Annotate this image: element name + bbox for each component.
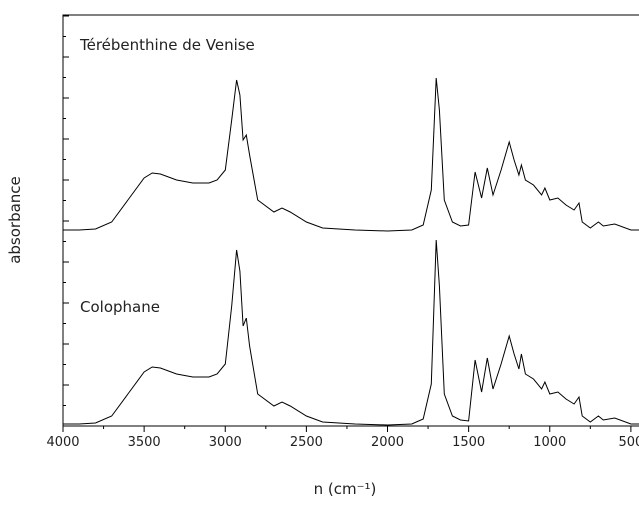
x-axis-label: n (cm⁻¹) bbox=[314, 480, 377, 498]
x-tick-label: 2000 bbox=[371, 435, 404, 450]
y-axis-label: absorbance bbox=[6, 176, 24, 264]
spectrum-line bbox=[63, 77, 639, 232]
x-tick-label: 2500 bbox=[290, 435, 323, 450]
x-tick-label: 4000 bbox=[46, 435, 79, 450]
spectrum-line bbox=[63, 239, 639, 426]
x-tick-label: 500 bbox=[618, 435, 639, 450]
annotation: Colophane bbox=[80, 298, 160, 316]
x-tick-label: 1000 bbox=[533, 435, 566, 450]
x-tick-label: 3500 bbox=[128, 435, 161, 450]
x-tick-label: 1500 bbox=[452, 435, 485, 450]
x-tick-label: 3000 bbox=[209, 435, 242, 450]
annotation: Térébenthine de Venise bbox=[79, 36, 255, 54]
plot-frame bbox=[62, 14, 639, 427]
